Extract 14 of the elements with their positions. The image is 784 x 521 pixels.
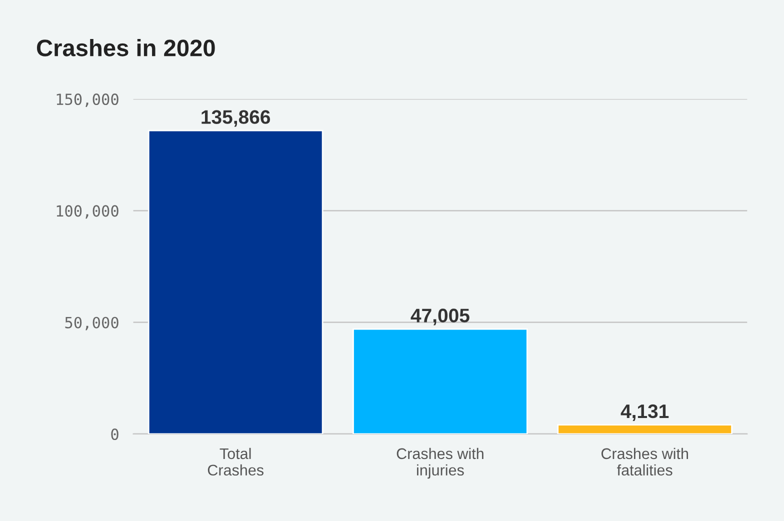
data-label: 47,005 [410, 308, 470, 326]
bar [352, 328, 528, 434]
x-tick-label: Crashes with injuries [396, 448, 484, 479]
y-tick-label: 150,000 [56, 93, 118, 107]
x-tick-label: Total Crashes [208, 448, 264, 476]
y-tick-label: 0 [111, 428, 118, 440]
y-tick-label: 100,000 [56, 205, 118, 219]
chart-title: Crashes in 2020 [36, 38, 215, 56]
bar [148, 130, 324, 434]
x-tick-label: Crashes with fatalities [601, 448, 688, 476]
y-tick-label: 50,000 [65, 316, 118, 330]
bar [557, 424, 732, 434]
data-label: 4,131 [620, 404, 669, 421]
data-label: 135,866 [202, 110, 270, 127]
